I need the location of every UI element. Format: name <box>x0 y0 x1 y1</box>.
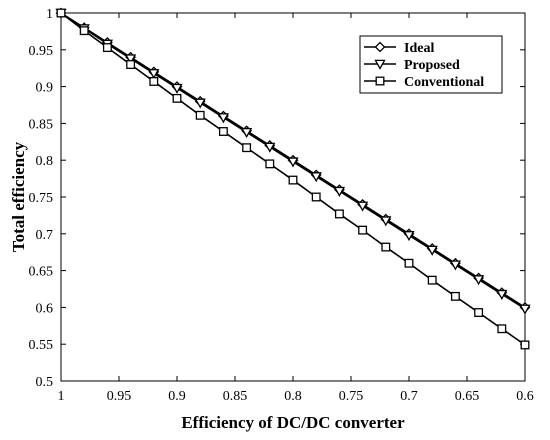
data-point-proposed <box>194 98 206 109</box>
y-tick-label: 0.85 <box>29 117 54 132</box>
data-point-conventional <box>404 258 414 268</box>
data-point-proposed <box>310 172 322 183</box>
data-point-conventional <box>172 93 182 103</box>
data-point-conventional <box>334 209 344 219</box>
x-tick-label: 0.7 <box>400 389 418 404</box>
data-point-proposed <box>356 201 369 212</box>
data-point-conventional <box>520 340 530 350</box>
x-tick-label: 1 <box>58 389 65 404</box>
data-point-conventional <box>126 60 136 69</box>
data-point-proposed <box>287 157 299 168</box>
legend-marker-proposed <box>374 59 386 70</box>
legend-marker-ideal <box>374 41 386 53</box>
data-point-conventional <box>450 291 460 301</box>
y-axis: 0.5 0.55 0.6 0.65 0.7 0.75 0.8 0.85 0.9 0.95 1 <box>29 7 525 390</box>
legend: Ideal Proposed Conventional <box>359 35 503 94</box>
data-point-proposed <box>496 289 508 300</box>
legend-label: Ideal <box>404 41 434 56</box>
data-point-conventional <box>56 8 66 18</box>
data-point-proposed <box>426 245 438 256</box>
data-point-proposed <box>519 304 531 315</box>
data-point-conventional <box>218 127 228 136</box>
data-point-conventional <box>427 275 437 285</box>
data-point-proposed <box>171 83 183 94</box>
legend-marker-conventional <box>375 76 385 86</box>
y-axis-label: Total efficiency <box>9 141 28 252</box>
data-point-conventional <box>497 324 507 334</box>
data-point-proposed <box>333 186 346 197</box>
y-tick-label: 0.8 <box>36 154 54 169</box>
y-tick-label: 0.9 <box>36 81 54 96</box>
data-point-conventional <box>265 159 275 169</box>
x-axis-label: Efficiency of DC/DC converter <box>181 413 405 432</box>
y-tick-label: 0.55 <box>29 338 54 353</box>
y-tick-label: 0.75 <box>29 191 54 206</box>
series-conventional <box>56 8 530 350</box>
data-point-conventional <box>311 192 321 202</box>
data-point-conventional <box>474 308 484 318</box>
legend-label: Proposed <box>404 58 460 73</box>
data-point-proposed <box>449 260 462 271</box>
x-tick-label: 0.8 <box>284 389 302 404</box>
data-point-proposed <box>472 275 485 286</box>
data-point-proposed <box>264 142 276 153</box>
data-point-proposed <box>148 69 160 80</box>
x-tick-label: 0.75 <box>339 389 364 404</box>
data-point-conventional <box>381 242 391 252</box>
y-tick-label: 0.5 <box>36 375 54 390</box>
x-tick-label: 0.9 <box>168 389 186 404</box>
legend-item-conventional: Conventional <box>364 75 484 90</box>
y-tick-label: 0.7 <box>36 228 54 243</box>
legend-item-ideal: Ideal <box>364 41 434 56</box>
data-point-proposed <box>217 113 230 124</box>
data-point-conventional <box>79 26 89 36</box>
data-point-proposed <box>124 54 137 65</box>
y-tick-label: 0.95 <box>29 44 54 59</box>
y-tick-label: 0.65 <box>29 265 54 280</box>
data-point-proposed <box>240 127 253 139</box>
data-point-conventional <box>288 175 298 185</box>
x-tick-label: 0.65 <box>455 389 480 404</box>
y-tick-label: 1 <box>46 7 53 22</box>
legend-item-proposed: Proposed <box>364 58 460 73</box>
x-tick-label: 0.95 <box>107 389 132 404</box>
data-point-conventional <box>195 110 205 120</box>
legend-label: Conventional <box>404 75 484 90</box>
data-point-proposed <box>380 216 392 227</box>
x-tick-label: 0.6 <box>516 389 534 404</box>
data-point-conventional <box>102 43 112 53</box>
x-axis: 1 0.95 0.9 0.85 0.8 0.75 0.7 0.65 0.6 <box>58 13 534 404</box>
data-point-proposed <box>403 231 415 242</box>
data-point-conventional <box>149 76 159 86</box>
data-point-conventional <box>358 225 368 235</box>
y-tick-label: 0.6 <box>36 301 54 316</box>
data-point-conventional <box>242 143 252 153</box>
series-layer <box>55 7 531 350</box>
x-tick-label: 0.85 <box>223 389 248 404</box>
